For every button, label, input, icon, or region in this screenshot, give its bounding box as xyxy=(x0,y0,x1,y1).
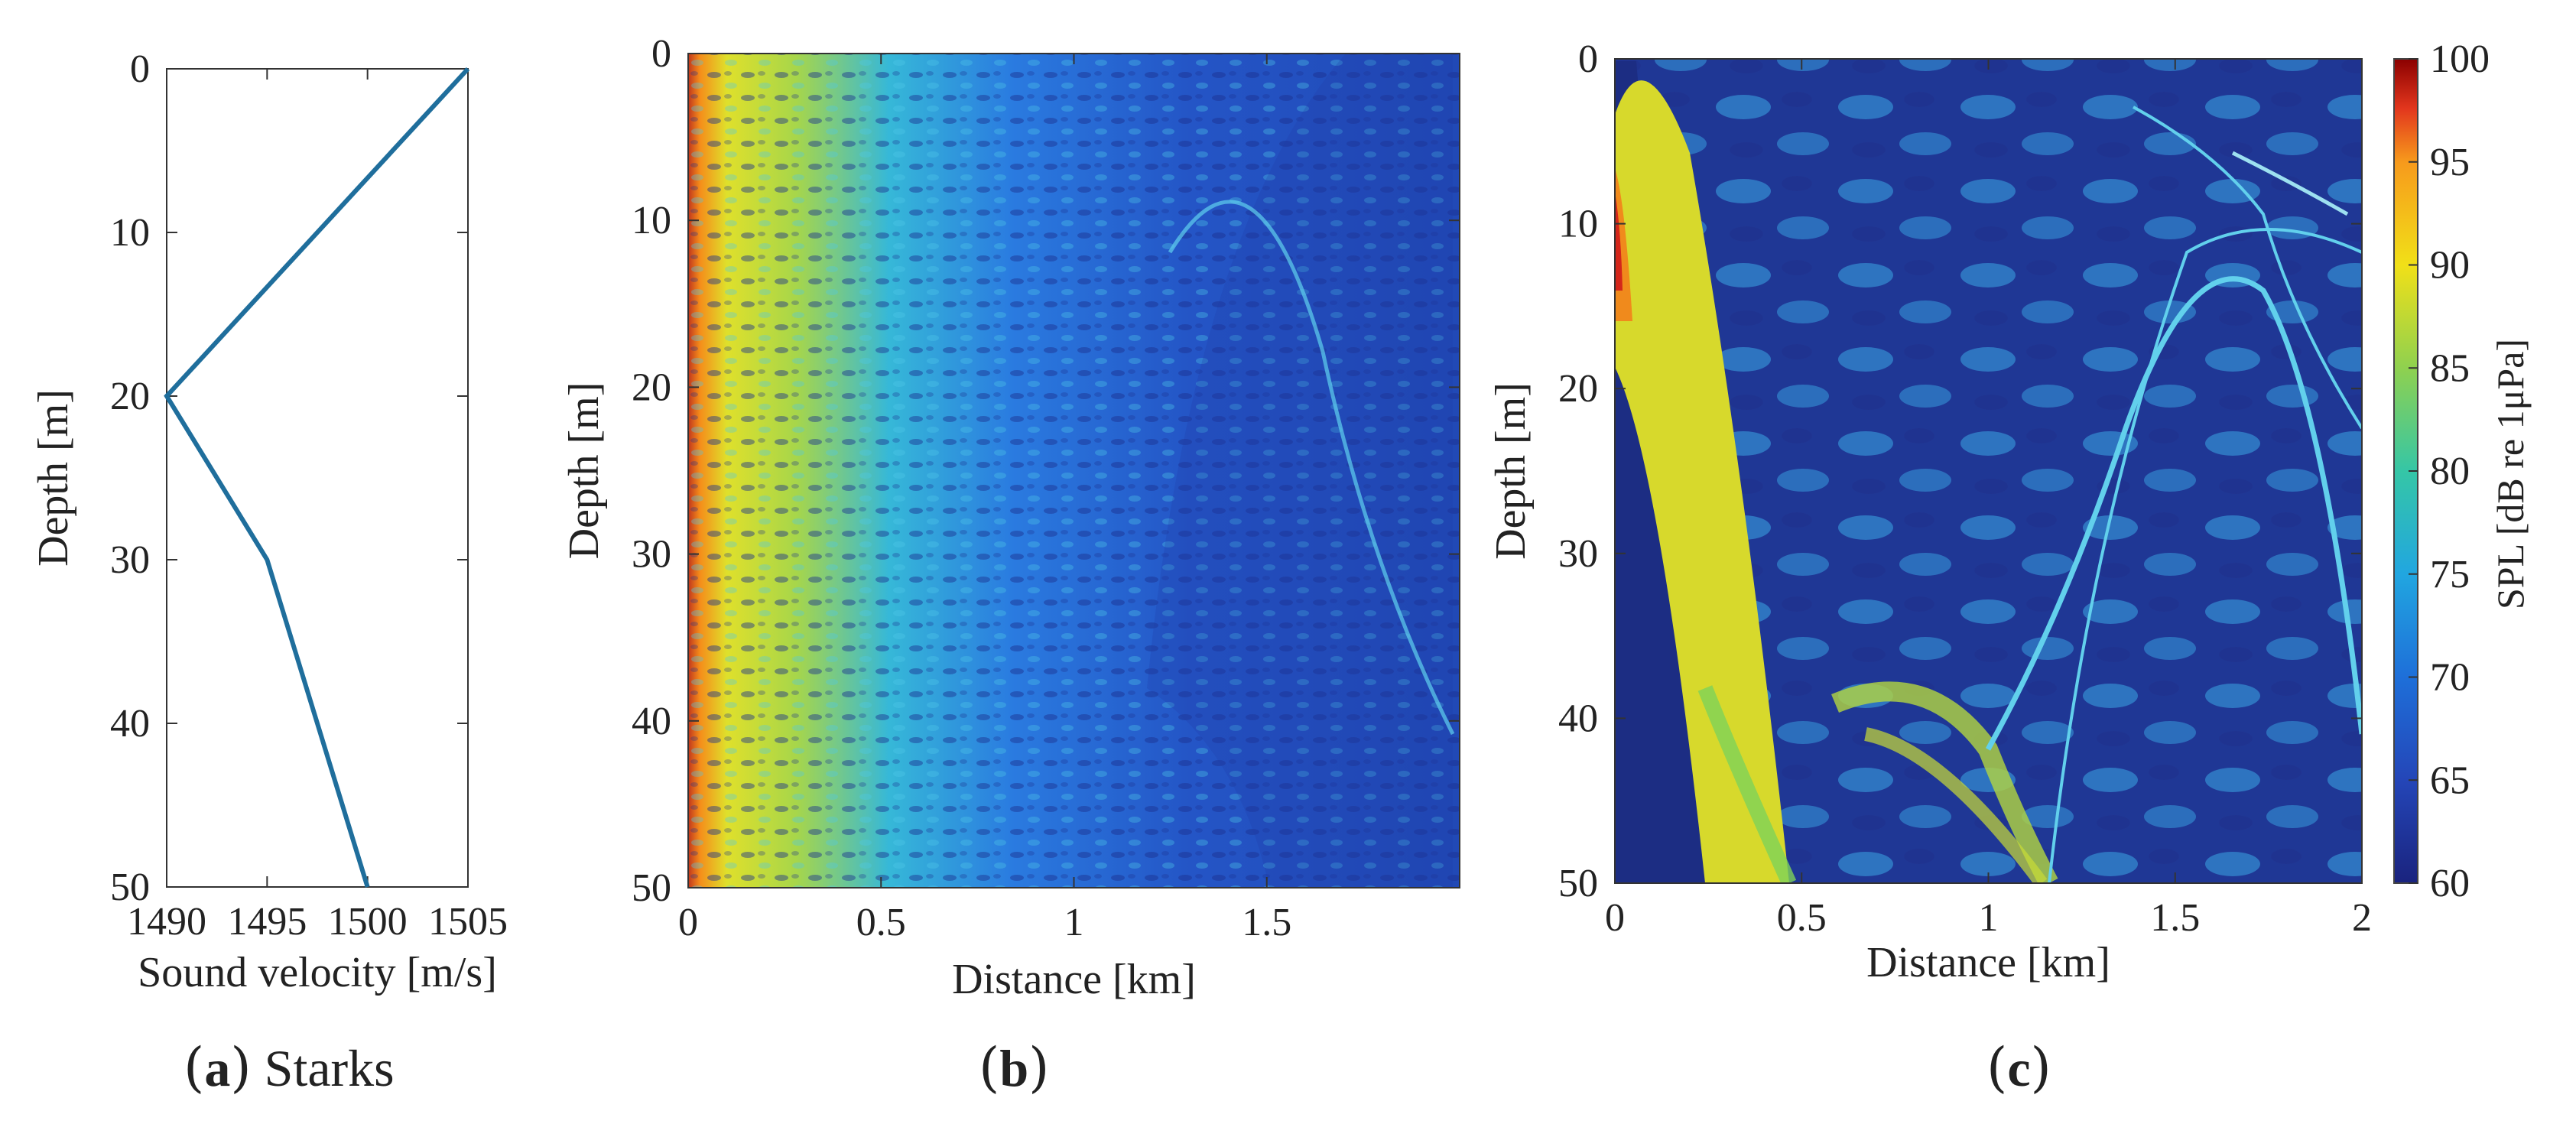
panel-a-background xyxy=(167,69,468,887)
x-tick-label: 2 xyxy=(2352,896,2372,940)
colorbar-tick-label: 70 xyxy=(2430,656,2470,700)
y-tick-label: 50 xyxy=(110,866,150,909)
caption-a-name: Starks xyxy=(264,1039,395,1097)
x-axis-label: Distance [km] xyxy=(952,956,1196,1003)
y-tick-label: 10 xyxy=(1558,203,1598,246)
colorbar-tick-label: 95 xyxy=(2430,141,2470,184)
caption-c-letter: c xyxy=(2007,1039,2031,1097)
y-tick-label: 20 xyxy=(632,365,671,409)
caption-c: (c) xyxy=(1986,1036,2051,1099)
colorbar-tick-label: 60 xyxy=(2430,862,2470,905)
colorbar-tick-label: 65 xyxy=(2430,759,2470,802)
colorbar-label: SPL [dB re 1μPa] xyxy=(2489,339,2532,609)
caption-a: (a) Starks xyxy=(184,1036,395,1099)
x-tick-label: 0.5 xyxy=(1777,896,1827,940)
y-tick-label: 40 xyxy=(110,702,150,746)
axes-frame xyxy=(166,68,469,888)
x-tick-label: 1 xyxy=(1064,901,1084,944)
colorbar-tick-label: 90 xyxy=(2430,244,2470,287)
y-tick-label: 0 xyxy=(130,47,150,91)
colorbar-ticks: 60 65 70 75 80 85 90 95 100 xyxy=(2409,37,2490,905)
x-tick-label: 1490 xyxy=(127,900,206,944)
caption-b: (b) xyxy=(979,1036,1050,1099)
x-axis-label: Sound velocity [m/s] xyxy=(138,949,497,996)
x-tick-label: 1505 xyxy=(428,900,508,944)
y-tick-label: 30 xyxy=(110,538,150,582)
x-tick-label: 1.5 xyxy=(1242,901,1291,944)
x-tick-label: 0.5 xyxy=(856,901,906,944)
panel-c-heatmap xyxy=(1615,59,2362,883)
x-tick-label: 1.5 xyxy=(2150,896,2200,940)
y-tick-label: 10 xyxy=(632,199,671,242)
colorbar-tick-label: 85 xyxy=(2430,346,2470,390)
x-tick-label: 1495 xyxy=(227,900,307,944)
y-tick-label: 20 xyxy=(110,375,150,418)
y-axis-label: Depth [m] xyxy=(30,389,77,567)
caption-a-letter: a xyxy=(204,1039,231,1097)
x-tick-label: 0 xyxy=(678,901,698,944)
y-axis-label: Depth [m] xyxy=(560,382,608,560)
y-tick-label: 30 xyxy=(632,533,671,577)
x-tick-label: 1 xyxy=(1979,896,1999,940)
colorbar-tick-label: 100 xyxy=(2430,37,2490,81)
y-tick-label: 40 xyxy=(632,700,671,743)
panel-b-heatmap xyxy=(688,54,1460,888)
x-axis-label: Distance [km] xyxy=(1866,939,2110,986)
y-tick-label: 10 xyxy=(110,211,150,255)
y-axis-label: Depth [m] xyxy=(1487,382,1535,560)
y-tick-label: 30 xyxy=(1558,532,1598,576)
y-tick-label: 40 xyxy=(1558,697,1598,740)
x-tick-label: 1500 xyxy=(328,900,408,944)
y-tick-label: 20 xyxy=(1558,367,1598,411)
colorbar-tick-label: 75 xyxy=(2430,553,2470,596)
x-tick-label: 0 xyxy=(1605,896,1625,940)
y-tick-label: 0 xyxy=(1578,37,1598,81)
y-tick-label: 0 xyxy=(651,32,671,76)
y-tick-label: 50 xyxy=(632,866,671,910)
velocity-profile-line xyxy=(164,67,470,888)
caption-b-letter: b xyxy=(999,1039,1029,1097)
y-tick-label: 50 xyxy=(1558,862,1598,905)
colorbar-tick-label: 80 xyxy=(2430,450,2470,493)
